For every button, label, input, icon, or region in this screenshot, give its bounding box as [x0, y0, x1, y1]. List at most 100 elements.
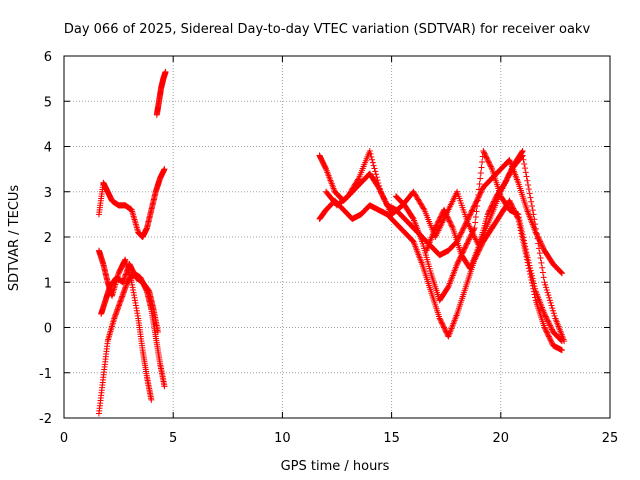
y-tick-label: 2 [44, 231, 52, 246]
data-point [455, 257, 462, 264]
data-point [474, 197, 481, 204]
data-point [515, 211, 522, 218]
data-point [527, 194, 534, 201]
data-point [542, 312, 549, 319]
data-point [459, 228, 466, 235]
data-point [547, 323, 554, 330]
data-point [519, 231, 526, 238]
series-track-a [95, 166, 168, 240]
data-point [436, 315, 443, 322]
data-point [462, 244, 469, 251]
data-point [409, 214, 416, 221]
data-point [551, 312, 558, 319]
y-tick-label: 0 [44, 322, 52, 337]
data-point [442, 209, 449, 216]
data-point [536, 250, 543, 257]
data-point [532, 225, 539, 232]
data-point [461, 223, 468, 230]
data-point [486, 207, 493, 214]
data-point [439, 321, 446, 328]
data-point [376, 185, 383, 192]
data-point [371, 165, 378, 172]
data-point [531, 216, 538, 223]
data-point [533, 230, 540, 237]
data-point [523, 173, 530, 180]
data-point [441, 206, 448, 213]
data-point [470, 203, 477, 210]
data-point [444, 284, 451, 291]
data-point [470, 204, 477, 211]
data-point [507, 200, 514, 207]
data-point [466, 212, 473, 219]
data-point [544, 317, 551, 324]
series-track-h [323, 148, 568, 345]
y-tick-label: 6 [44, 50, 52, 65]
data-point [463, 241, 470, 248]
data-point [509, 164, 516, 171]
data-point [436, 217, 443, 224]
data-point [455, 258, 462, 265]
data-point [468, 231, 475, 238]
data-point [544, 330, 551, 337]
data-point [162, 68, 169, 75]
data-point [548, 338, 555, 345]
data-point [486, 160, 493, 167]
data-point [550, 307, 557, 314]
data-point [538, 241, 545, 248]
data-point [469, 207, 476, 214]
data-point [507, 199, 514, 206]
data-point [368, 153, 375, 160]
data-point [457, 230, 464, 237]
data-point [478, 164, 485, 171]
y-tick-label: 3 [44, 186, 52, 201]
data-point [521, 240, 528, 247]
data-point [502, 179, 509, 186]
data-point [437, 214, 444, 221]
data-point [525, 186, 532, 193]
data-point [442, 327, 449, 334]
data-point [502, 178, 509, 185]
data-point [530, 211, 537, 218]
x-tick-label: 25 [602, 431, 619, 446]
y-tick-label: -1 [39, 367, 52, 382]
data-point [539, 269, 546, 276]
data-point [492, 195, 499, 202]
data-point [490, 198, 497, 205]
data-point [460, 225, 467, 232]
data-point [532, 221, 539, 228]
data-point [541, 324, 548, 331]
data-point [487, 163, 494, 170]
data-point [464, 239, 471, 246]
data-point [469, 206, 476, 213]
series-track-g [316, 197, 565, 354]
data-point [529, 202, 535, 209]
data-point [489, 201, 496, 208]
data-point [480, 148, 487, 155]
data-point [506, 170, 513, 177]
data-point [539, 264, 546, 271]
data-point [557, 336, 564, 343]
data-point [542, 313, 549, 320]
data-point [540, 274, 547, 281]
data-point [544, 289, 551, 296]
data-point [372, 168, 379, 175]
data-point [467, 211, 474, 218]
data-point [543, 316, 550, 323]
data-point [557, 268, 564, 275]
data-point [529, 272, 535, 279]
data-point [466, 235, 473, 242]
data-point [373, 174, 380, 181]
data-point [473, 208, 480, 215]
data-point [472, 213, 479, 220]
data-point [469, 230, 476, 237]
data-point [558, 347, 565, 354]
data-point [504, 174, 511, 181]
data-point [441, 324, 448, 331]
data-point [472, 219, 479, 226]
data-point [491, 197, 498, 204]
data-point [546, 321, 553, 328]
data-point [519, 148, 526, 155]
data-point [435, 218, 442, 225]
data-point [538, 242, 545, 249]
